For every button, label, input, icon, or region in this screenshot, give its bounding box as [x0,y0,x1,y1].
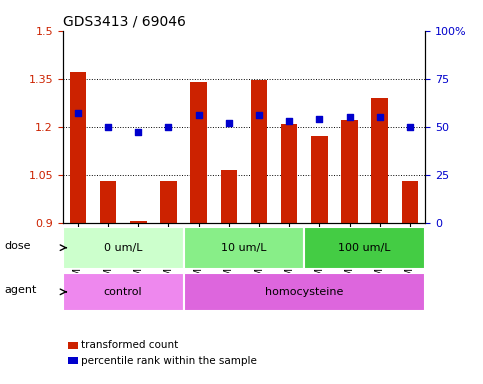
Point [134,129,142,136]
Text: agent: agent [5,285,37,295]
Bar [251,80,267,223]
Bar [304,227,425,269]
Bar [402,181,418,223]
Point [406,124,414,130]
Text: dose: dose [5,241,31,251]
Bar [311,136,327,223]
Bar [281,124,298,223]
Text: GDS3413 / 69046: GDS3413 / 69046 [63,14,185,28]
Point [346,114,354,120]
Point [315,116,323,122]
Point [285,118,293,124]
Bar [184,227,304,269]
Bar [190,82,207,223]
Bar [63,227,184,269]
Bar [130,221,146,223]
Bar [160,181,177,223]
Bar [63,273,184,311]
Text: transformed count: transformed count [81,340,178,350]
Point [195,112,202,118]
Point [255,112,263,118]
Point [225,120,233,126]
Point [104,124,112,130]
Point [74,110,82,116]
Bar [371,98,388,223]
Bar [70,72,86,223]
Bar [221,170,237,223]
Text: 100 um/L: 100 um/L [339,243,391,253]
Point [376,114,384,120]
Text: control: control [104,287,142,297]
Text: percentile rank within the sample: percentile rank within the sample [81,356,257,366]
Point [165,124,172,130]
Bar [100,181,116,223]
Text: 10 um/L: 10 um/L [221,243,267,253]
Bar [184,273,425,311]
Text: 0 um/L: 0 um/L [104,243,142,253]
Text: homocysteine: homocysteine [265,287,343,297]
Bar [341,120,358,223]
